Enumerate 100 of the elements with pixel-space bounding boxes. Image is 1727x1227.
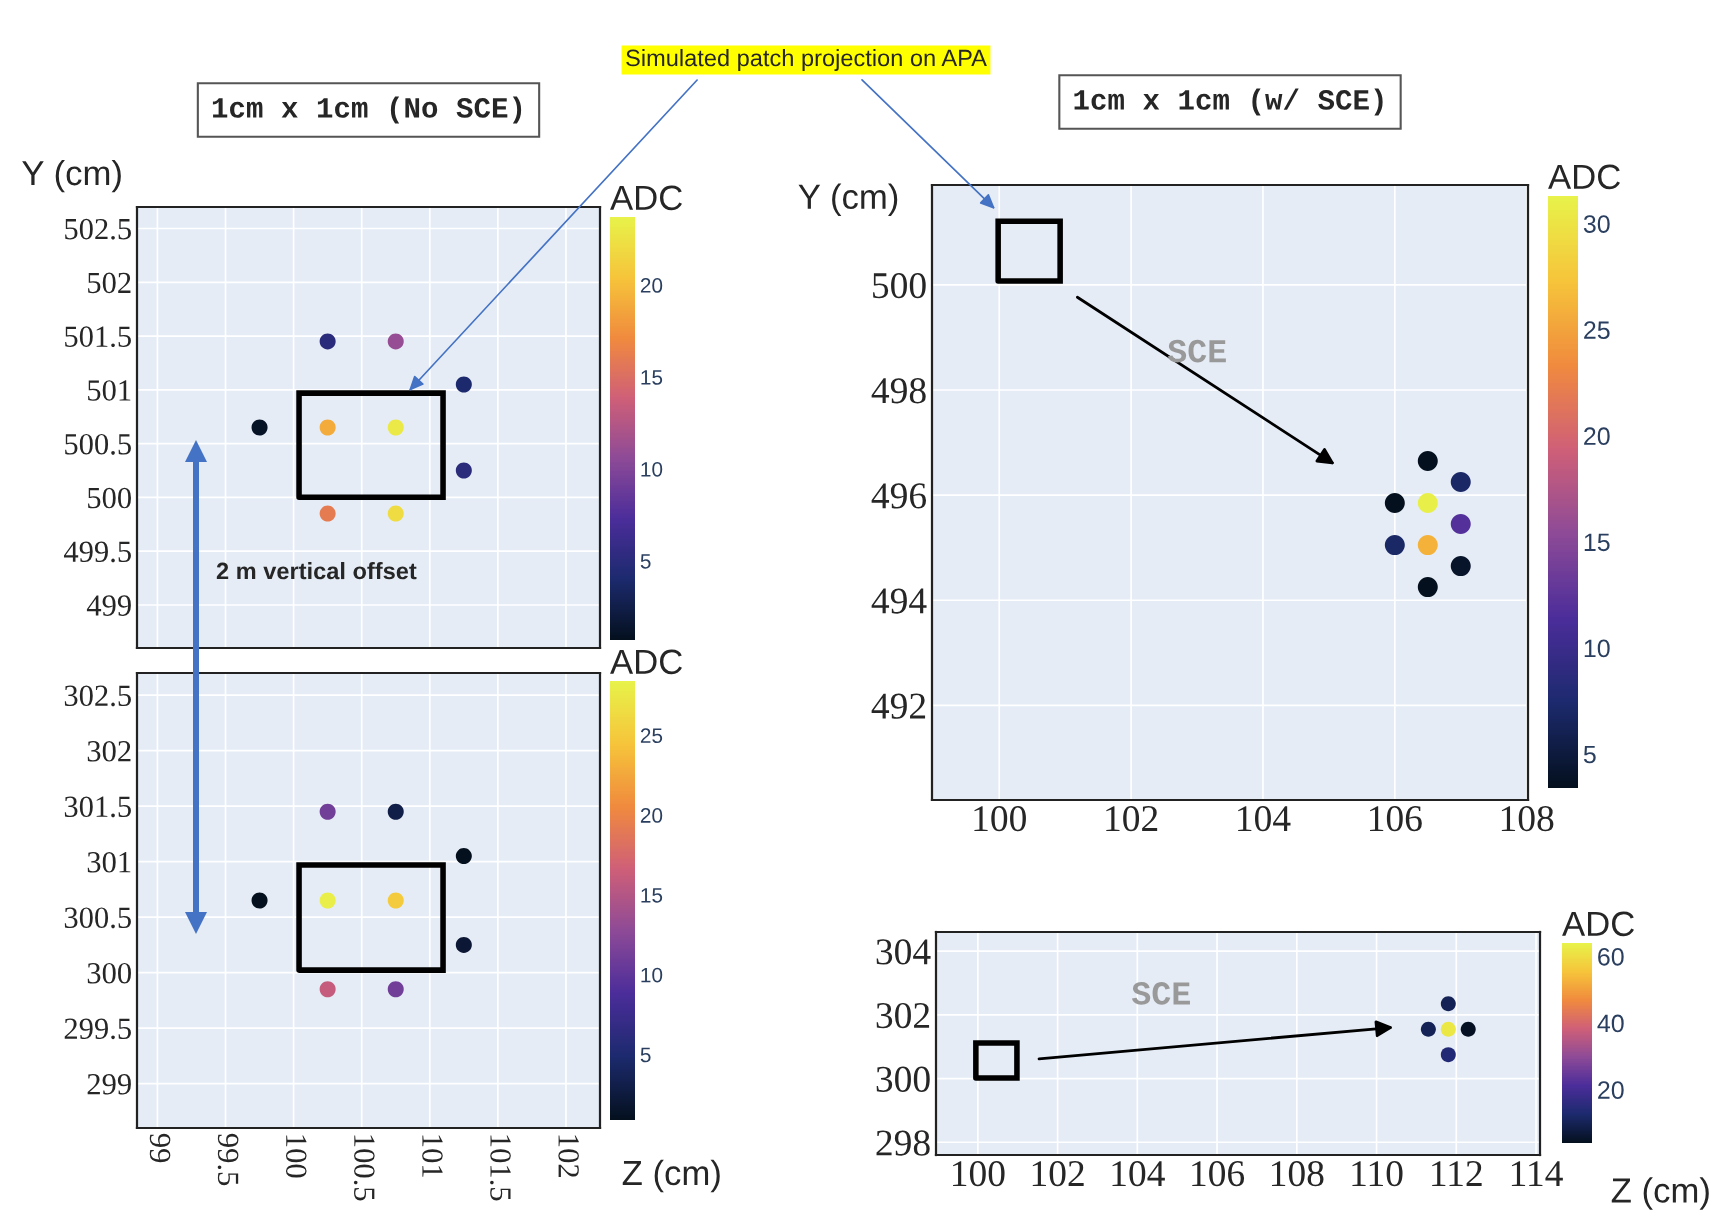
color-bar-label: 20 <box>640 278 663 293</box>
point <box>387 892 404 909</box>
color-bar-label: 20 <box>1584 427 1610 446</box>
point <box>387 803 404 820</box>
y-tick-label: 498 <box>871 378 926 404</box>
x-tick-label: 108 <box>1271 1160 1324 1187</box>
color-bar-label: 25 <box>640 728 663 744</box>
point <box>319 505 336 522</box>
x-tick-label: 100 <box>953 1160 1005 1187</box>
chart-title: 1cm x 1cm (w/ SCE) <box>1074 88 1383 116</box>
point <box>251 419 268 436</box>
x-axis-title: Z (cm) <box>622 1159 720 1193</box>
y-tick-label: 502 <box>88 272 131 294</box>
y-axis-title: Y (cm) <box>22 159 121 193</box>
color-bar-title: ADC <box>610 649 682 675</box>
point <box>455 848 472 865</box>
y-tick-label: 304 <box>876 939 931 965</box>
text: Simulated patch projection on APA <box>626 49 987 71</box>
color-bar-label: 10 <box>1584 639 1610 658</box>
x-tick-label: 99.5 <box>217 1133 239 1186</box>
chart-title: 1cm x 1cm (No SCE) <box>212 96 522 124</box>
color-bar-title: ADC <box>1562 911 1634 937</box>
color-bar-title: ADC <box>610 185 682 211</box>
point <box>455 462 472 479</box>
y-tick-label: 302 <box>876 1002 930 1029</box>
y-tick-label: 501.5 <box>65 326 131 348</box>
x-tick-label: 112 <box>1432 1161 1482 1186</box>
color-bar-title: ADC <box>1548 164 1620 190</box>
color-bar-label: 20 <box>1598 1081 1624 1099</box>
x-tick-label: 106 <box>1192 1160 1245 1187</box>
y-tick-label: 301.5 <box>64 796 131 818</box>
y-tick-label: 300 <box>876 1066 930 1092</box>
point <box>319 803 336 820</box>
point <box>1384 535 1405 556</box>
point <box>1450 556 1471 577</box>
x-tick-label: 104 <box>1238 805 1291 832</box>
y-tick-label: 301 <box>87 851 131 873</box>
color-bar-label: 60 <box>1598 947 1624 966</box>
color-bar-label: 10 <box>641 461 663 477</box>
point <box>1440 996 1456 1012</box>
annotation: SCE <box>1167 339 1226 363</box>
y-tick-label: 499.5 <box>63 541 131 563</box>
y-tick-label: 499 <box>86 595 131 616</box>
x-tick-label: 100.5 <box>353 1135 375 1201</box>
y-tick-label: 500 <box>88 487 131 509</box>
point <box>1450 472 1471 492</box>
y-tick-label: 500 <box>873 272 926 299</box>
x-tick-label: 100 <box>285 1135 307 1178</box>
point <box>319 333 336 350</box>
color-bar-label: 15 <box>641 888 663 903</box>
point <box>387 333 404 350</box>
x-tick-label: 101 <box>422 1135 443 1177</box>
x-tick-label: 102 <box>1032 1160 1084 1187</box>
point <box>251 892 268 909</box>
x-tick-label: 110 <box>1352 1160 1403 1187</box>
x-tick-label: 100 <box>974 805 1026 832</box>
y-tick-label: 502.5 <box>65 218 131 240</box>
point <box>1420 1021 1436 1037</box>
x-tick-label: 101.5 <box>490 1135 511 1201</box>
y-tick-label: 298 <box>876 1130 930 1156</box>
y-tick-label: 299.5 <box>64 1018 131 1040</box>
y-tick-label: 299 <box>87 1073 131 1095</box>
color-bar-label: 5 <box>1583 745 1596 764</box>
x-tick-label: 106 <box>1370 805 1422 832</box>
point <box>387 505 404 522</box>
x-tick-label: 108 <box>1501 805 1554 832</box>
x-axis-title: Z (cm) <box>1611 1177 1709 1210</box>
y-tick-label: 501 <box>88 380 131 401</box>
color-bar-label: 25 <box>1584 321 1610 339</box>
color-bar-label: 20 <box>640 808 663 823</box>
x-tick-label: 104 <box>1112 1160 1165 1187</box>
y-tick-label: 500.5 <box>65 433 131 455</box>
point <box>1460 1021 1476 1037</box>
y-axis-title: Y (cm) <box>798 183 898 216</box>
point <box>319 981 336 998</box>
point <box>1417 493 1438 513</box>
annotation: SCE <box>1131 982 1190 1005</box>
point <box>387 981 404 998</box>
x-tick-label: 114 <box>1511 1161 1563 1186</box>
point <box>319 419 336 436</box>
color-bar-label: 15 <box>1584 533 1610 552</box>
y-tick-label: 302.5 <box>64 685 131 707</box>
point <box>1440 1047 1456 1063</box>
y-tick-label: 492 <box>871 693 926 719</box>
point <box>1417 535 1438 556</box>
color-bar-label: 30 <box>1583 215 1610 233</box>
point <box>387 419 404 436</box>
y-tick-label: 300 <box>87 962 131 984</box>
color-bar-label: 5 <box>640 554 651 569</box>
y-tick-label: 496 <box>871 483 927 509</box>
point <box>319 892 336 909</box>
color-bar-label: 10 <box>641 967 663 983</box>
point <box>1417 450 1438 471</box>
x-tick-label: 99 <box>149 1133 171 1163</box>
y-tick-label: 300.5 <box>64 907 131 929</box>
point <box>1440 1021 1456 1037</box>
y-tick-label: 494 <box>871 588 927 614</box>
y-tick-label: 302 <box>87 740 131 762</box>
color-bar-label: 40 <box>1597 1014 1624 1033</box>
point <box>1417 577 1438 598</box>
